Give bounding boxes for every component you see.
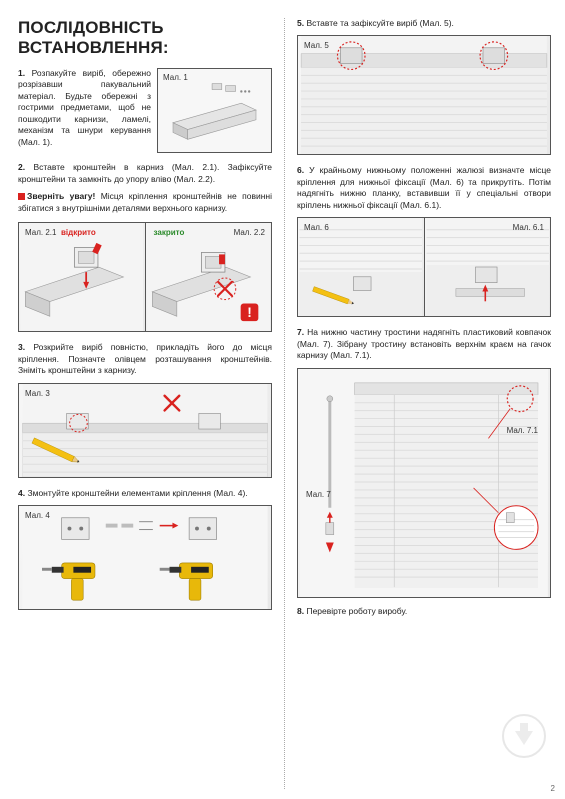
page-title: ПОСЛІДОВНІСТЬ ВСТАНОВЛЕННЯ: — [18, 18, 272, 58]
figure-7-label: Мал. 7 — [304, 489, 333, 500]
figure-4: Мал. 4 — [18, 505, 272, 610]
svg-text:!: ! — [247, 305, 252, 320]
step-6-text: 6. У крайньому нижньому положенні жалюзі… — [297, 165, 551, 211]
figure-3: Мал. 3 — [18, 383, 272, 478]
warning-icon — [18, 193, 25, 200]
label-open: відкрито — [59, 227, 98, 238]
column-divider — [284, 18, 285, 789]
figure-5-label: Мал. 5 — [302, 40, 331, 51]
step-4-text: 4. Змонтуйте кронштейни елементами кріпл… — [18, 488, 272, 499]
figure-1-label: Мал. 1 — [161, 72, 190, 83]
figure-2-1-label: Мал. 2.1 — [23, 227, 58, 238]
step-7-text: 7. На нижню частину тростини надягніть п… — [297, 327, 551, 361]
page-number: 2 — [551, 784, 555, 793]
figure-2-2-label: Мал. 2.2 — [232, 227, 267, 238]
figure-3-label: Мал. 3 — [23, 388, 52, 399]
figure-6: Мал. 6 — [297, 217, 425, 317]
watermark-icon — [501, 713, 547, 759]
step-5-text: 5. Вставте та зафіксуйте виріб (Мал. 5). — [297, 18, 551, 29]
figure-6-row: Мал. 6 — [297, 217, 551, 317]
step-1-text: 1. Розпакуйте виріб, обережно розрізавши… — [18, 68, 151, 148]
figure-2-1: Мал. 2.1 відкрито — [18, 222, 146, 332]
figure-4-label: Мал. 4 — [23, 510, 52, 521]
figure-6-1: Мал. 6.1 — [425, 217, 552, 317]
label-closed: закрито — [152, 227, 187, 238]
figure-2-2: Мал. 2.2 закрито ! — [146, 222, 273, 332]
warning-text: Зверніть увагу! Місця кріплення кронштей… — [18, 191, 272, 214]
figure-5: Мал. 5 — [297, 35, 551, 155]
step-8-text: 8. Перевірте роботу виробу. — [297, 606, 551, 617]
step-3-text: 3. Розкрийте виріб повністю, прикладіть … — [18, 342, 272, 376]
figure-6-1-label: Мал. 6.1 — [511, 222, 546, 233]
figure-6-label: Мал. 6 — [302, 222, 331, 233]
figure-7-1-label: Мал. 7.1 — [505, 425, 540, 436]
figure-2-row: Мал. 2.1 відкрито — [18, 222, 272, 332]
figure-1: Мал. 1 — [157, 68, 272, 153]
figure-7: Мал. 7 Мал. 7.1 — [297, 368, 551, 598]
step-2-text: 2. Вставте кронштейн в карниз (Мал. 2.1)… — [18, 162, 272, 185]
